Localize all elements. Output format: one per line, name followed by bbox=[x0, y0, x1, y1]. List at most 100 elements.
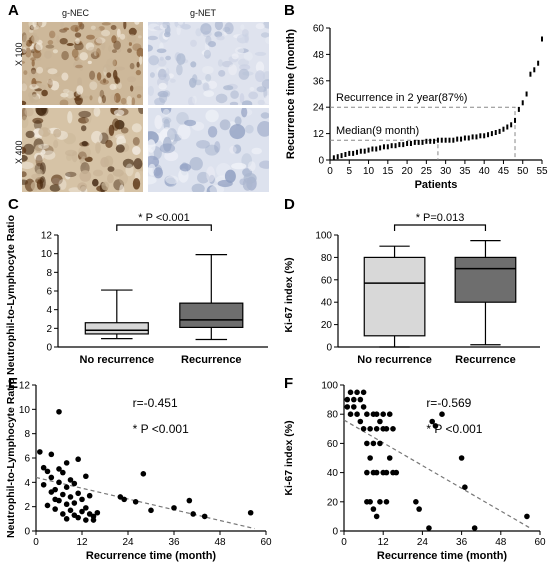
tissue-cell bbox=[35, 108, 47, 116]
tissue-cell bbox=[33, 119, 42, 130]
tissue-cell bbox=[265, 36, 269, 44]
tissue-cell bbox=[229, 124, 246, 140]
tissue-cell bbox=[58, 179, 67, 190]
tissue-cell bbox=[224, 22, 234, 35]
data-point bbox=[348, 150, 351, 156]
tissue-cell bbox=[256, 86, 267, 93]
data-point bbox=[56, 408, 62, 415]
tissue-cell bbox=[25, 130, 35, 139]
tissue-cell bbox=[190, 61, 197, 68]
tissue-cell bbox=[229, 101, 239, 105]
data-point bbox=[460, 136, 463, 142]
tissue-cell bbox=[81, 125, 87, 132]
data-point bbox=[75, 490, 81, 497]
data-point bbox=[63, 516, 70, 522]
tissue-cell bbox=[73, 61, 83, 69]
tissue-cell bbox=[36, 82, 42, 86]
data-point bbox=[394, 143, 397, 149]
tissue-cell bbox=[236, 34, 249, 44]
x-tick-label: 12 bbox=[76, 537, 88, 548]
tissue-cell bbox=[79, 170, 92, 182]
tissue-cell bbox=[217, 59, 223, 67]
tissue-cell bbox=[132, 178, 141, 190]
x-tick-label: 40 bbox=[479, 166, 491, 177]
data-point bbox=[336, 154, 339, 160]
data-point bbox=[370, 506, 377, 512]
data-point bbox=[462, 484, 468, 490]
tissue-cell bbox=[148, 85, 154, 97]
y-tick-label: 20 bbox=[321, 320, 333, 331]
data-point bbox=[132, 499, 139, 505]
data-point bbox=[75, 514, 81, 521]
tissue-cell bbox=[128, 27, 137, 36]
tissue-cell bbox=[113, 109, 125, 116]
tissue-cell bbox=[136, 47, 143, 58]
data-point bbox=[351, 404, 357, 410]
tissue-cell bbox=[181, 24, 191, 30]
data-point bbox=[417, 139, 420, 145]
x-tick-label: 15 bbox=[382, 166, 394, 177]
x-tick-label: 25 bbox=[421, 166, 433, 177]
tissue-cell bbox=[87, 46, 97, 54]
correlation-label: r=-0.569 bbox=[426, 396, 471, 410]
tissue-cell bbox=[96, 72, 102, 81]
tissue-cell bbox=[160, 108, 172, 115]
tissue-cell bbox=[41, 89, 48, 97]
x-tick-label: 12 bbox=[378, 537, 390, 548]
category-label: No recurrence bbox=[80, 354, 155, 366]
tissue-cell bbox=[67, 111, 73, 124]
y-tick-label: 12 bbox=[19, 381, 31, 392]
data-point bbox=[44, 502, 51, 509]
tissue-cell bbox=[30, 24, 40, 30]
tissue-cell bbox=[110, 94, 117, 104]
y-tick-label: 6 bbox=[24, 454, 30, 465]
x-tick-label: 30 bbox=[440, 166, 452, 177]
tissue-cell bbox=[122, 158, 134, 169]
tissue-cell bbox=[60, 92, 69, 98]
tissue-cell bbox=[78, 110, 91, 118]
tissue-cell bbox=[63, 27, 70, 31]
tissue-cell bbox=[45, 44, 55, 49]
data-point bbox=[44, 468, 51, 475]
significance-bracket bbox=[116, 224, 212, 231]
tissue-cell bbox=[38, 143, 49, 150]
data-point bbox=[56, 479, 62, 486]
tissue-cell bbox=[49, 33, 54, 38]
tissue-cell bbox=[157, 58, 167, 67]
data-point bbox=[344, 404, 351, 410]
tissue-cell bbox=[239, 64, 251, 71]
tissue-cell bbox=[120, 97, 127, 105]
y-tick-label: 2 bbox=[24, 502, 30, 513]
x-tick-label: 24 bbox=[417, 537, 429, 548]
data-point bbox=[471, 134, 474, 140]
tissue-cell bbox=[255, 61, 265, 73]
tissue-cell bbox=[25, 47, 32, 58]
data-point bbox=[364, 469, 370, 476]
data-point bbox=[386, 144, 389, 150]
y-tick-label: 4 bbox=[24, 478, 30, 489]
tissue-cell bbox=[259, 160, 269, 169]
data-point bbox=[471, 525, 478, 531]
tissue-cell bbox=[29, 83, 39, 90]
data-point bbox=[402, 142, 405, 148]
tissue-cell bbox=[35, 144, 43, 153]
tissue-cell bbox=[71, 48, 79, 58]
tissue-cell bbox=[148, 44, 153, 52]
y-tick-label: 12 bbox=[41, 231, 53, 242]
tissue-cell bbox=[238, 58, 249, 67]
tissue-cell bbox=[165, 175, 179, 185]
data-point bbox=[247, 509, 254, 516]
annotation-recurrence-2yr: Recurrence in 2 year(87%) bbox=[336, 92, 467, 104]
tissue-cell bbox=[260, 112, 269, 119]
data-point bbox=[393, 469, 400, 476]
y-tick-label: 36 bbox=[313, 76, 325, 87]
p-value-label: * P <0.001 bbox=[133, 422, 189, 436]
data-point bbox=[140, 471, 147, 477]
tissue-cell bbox=[251, 147, 262, 155]
tissue-cell bbox=[86, 34, 95, 40]
tissue-cell bbox=[47, 68, 58, 75]
data-point bbox=[367, 426, 373, 432]
data-point bbox=[48, 451, 55, 458]
data-point bbox=[370, 440, 377, 447]
x-tick-label: 60 bbox=[260, 537, 272, 548]
